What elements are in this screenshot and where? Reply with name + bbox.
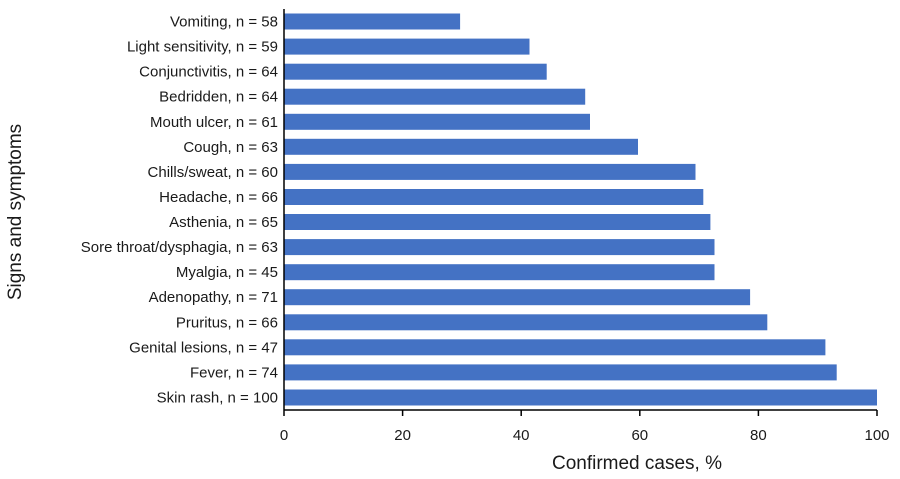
category-label: Light sensitivity, n = 59: [127, 39, 278, 56]
bar: [284, 339, 826, 356]
bar: [284, 163, 696, 180]
x-axis-ticks: 0 20 40 60 80 100: [280, 410, 890, 444]
category-label: Headache, n = 66: [159, 189, 278, 206]
bar: [284, 113, 590, 130]
bar: [284, 214, 711, 230]
category-label: Genital lesions, n = 47: [129, 339, 278, 356]
x-tick-label: 60: [631, 427, 648, 444]
bar: [284, 389, 877, 406]
y-axis-title: Signs and symptoms: [5, 124, 26, 300]
x-axis-title: Confirmed cases, %: [552, 453, 722, 474]
bar: [284, 364, 837, 381]
x-tick-label: 40: [513, 427, 530, 444]
category-label: Skin rash, n = 100: [157, 390, 278, 407]
bar: [284, 63, 547, 80]
category-label: Cough, n = 63: [183, 139, 278, 156]
category-label: Chills/sweat, n = 60: [148, 164, 278, 181]
bar: [284, 289, 751, 306]
category-label: Conjunctivitis, n = 64: [139, 64, 278, 81]
category-label: Adenopathy, n = 71: [149, 289, 278, 306]
x-tick-label: 80: [750, 427, 767, 444]
category-label: Myalgia, n = 45: [176, 264, 278, 281]
category-label: Fever, n = 74: [190, 364, 278, 381]
bar: [284, 38, 530, 55]
category-label: Bedridden, n = 64: [159, 89, 278, 106]
x-tick-label: 100: [864, 427, 889, 444]
bar: [284, 13, 461, 30]
x-tick-label: 20: [394, 427, 411, 444]
bar: [284, 138, 638, 155]
bar: [284, 189, 704, 205]
x-tick-label: 0: [280, 427, 288, 444]
bar: [284, 88, 586, 105]
bars: [284, 13, 877, 406]
category-label: Vomiting, n = 58: [170, 14, 278, 31]
bar: [284, 314, 768, 331]
category-label: Pruritus, n = 66: [176, 314, 278, 331]
bar: [284, 264, 715, 281]
category-label: Sore throat/dysphagia, n = 63: [81, 239, 278, 256]
bar: [284, 239, 715, 256]
category-label: Asthenia, n = 65: [169, 214, 278, 231]
category-label: Mouth ulcer, n = 61: [150, 114, 278, 131]
category-labels: Vomiting, n = 58 Light sensitivity, n = 5…: [81, 14, 278, 407]
